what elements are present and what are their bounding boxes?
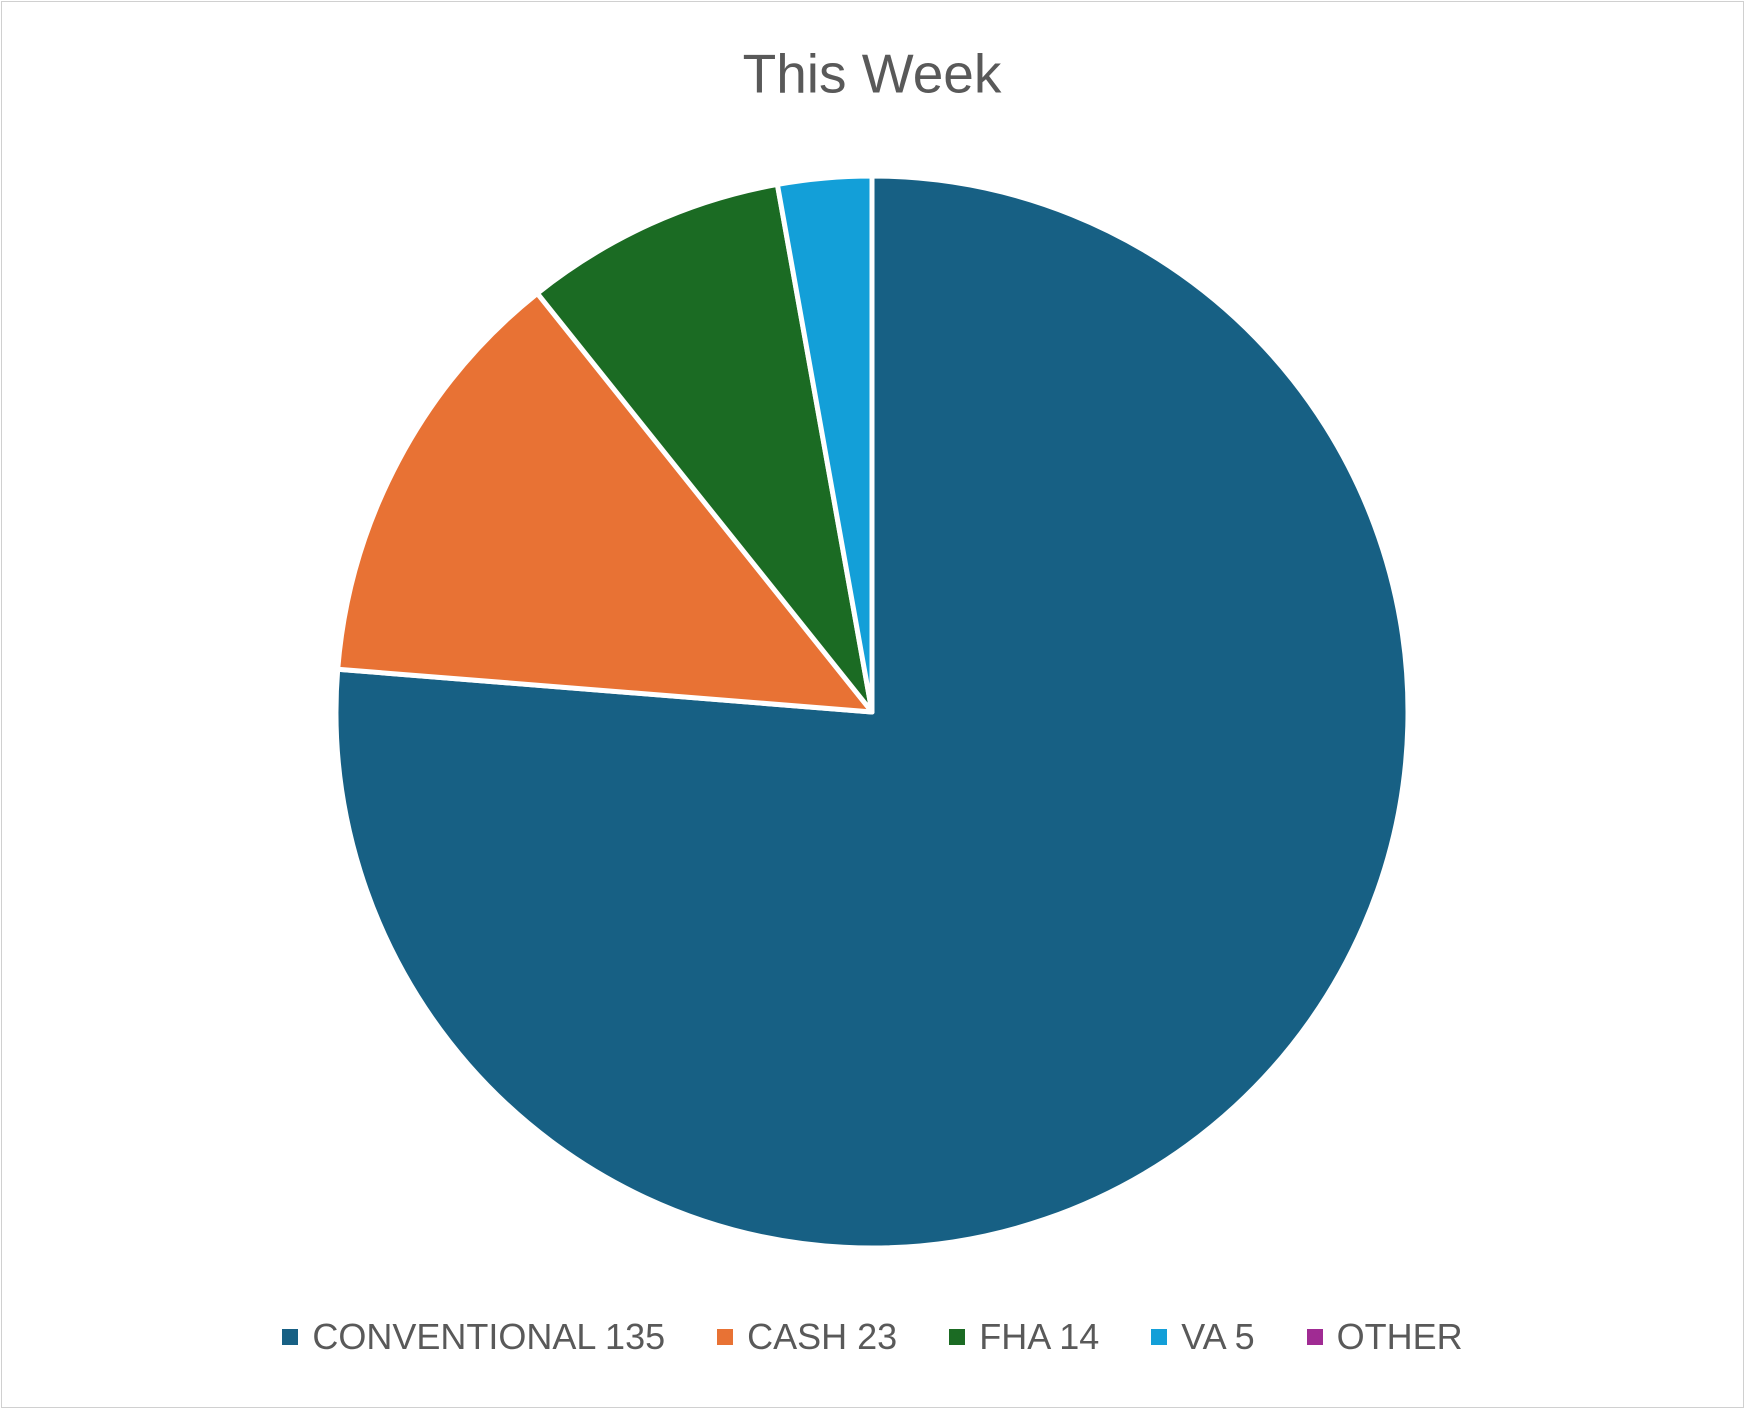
legend-label: FHA 14: [979, 1316, 1100, 1357]
legend-label: CONVENTIONAL 135: [312, 1316, 666, 1357]
legend-label: VA 5: [1181, 1316, 1255, 1357]
legend-swatch: [949, 1329, 966, 1345]
chart-title: This Week: [743, 43, 1002, 105]
legend-item: CASH 23: [717, 1316, 897, 1358]
legend-item: CONVENTIONAL 135: [282, 1316, 665, 1358]
pie-slice: [534, 181, 875, 715]
legend-item: VA 5: [1151, 1316, 1255, 1358]
legend-swatch: [1151, 1329, 1168, 1345]
legend-item: FHA 14: [949, 1316, 1099, 1358]
legend-swatch: [1306, 1329, 1323, 1345]
legend-item: OTHER: [1306, 1316, 1463, 1358]
pie-slice: [774, 173, 875, 715]
legend-swatch: [282, 1329, 299, 1345]
pie-slice: [335, 290, 875, 715]
legend: CONVENTIONAL 135 CASH 23 FHA 14 VA 5 OTHER: [0, 1316, 1745, 1358]
legend-swatch: [717, 1329, 734, 1345]
legend-label: CASH 23: [747, 1316, 898, 1357]
legend-label: OTHER: [1336, 1316, 1463, 1357]
